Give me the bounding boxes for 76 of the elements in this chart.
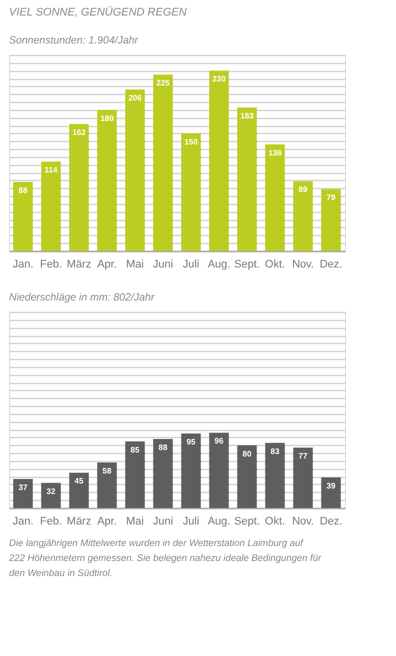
- data-label: 85: [130, 445, 140, 454]
- bar: [13, 478, 33, 508]
- bar: [153, 74, 173, 251]
- x-tick-label: Aug.: [208, 258, 230, 270]
- data-label: 32: [46, 486, 56, 496]
- x-tick-label: Nov.: [292, 516, 314, 528]
- x-tick-label: Jan.: [12, 516, 34, 528]
- x-tick-label: Mai: [126, 516, 144, 528]
- x-tick-label: Juli: [182, 516, 200, 528]
- bar: [321, 189, 341, 251]
- bar: [209, 432, 229, 508]
- bar: [69, 124, 89, 251]
- bar: [153, 439, 173, 508]
- data-label: 162: [72, 128, 86, 137]
- data-label: 225: [156, 78, 170, 88]
- x-tick-label: Okt.: [264, 258, 286, 270]
- x-tick-label: März: [66, 516, 92, 528]
- bar: [265, 144, 285, 251]
- x-tick-label: Apr.: [97, 258, 117, 270]
- data-label: 80: [242, 449, 252, 458]
- bar: [181, 133, 201, 251]
- bar: [181, 434, 201, 508]
- chart-title: VIEL SONNE, GENÜGEND REGEN: [9, 6, 187, 18]
- data-label: 77: [298, 452, 308, 461]
- x-tick-label: Apr.: [97, 516, 117, 528]
- x-tick-label: Sept.: [234, 258, 260, 270]
- bar: [125, 441, 145, 508]
- data-label: 180: [100, 114, 114, 123]
- chart-title: Niederschläge in mm: 802/Jahr: [9, 292, 155, 304]
- data-label: 37: [18, 482, 28, 492]
- bar: [125, 89, 145, 251]
- x-tick-label: Sept.: [234, 516, 260, 528]
- x-tick-label: Juli: [182, 258, 200, 270]
- data-label: 206: [128, 93, 142, 102]
- chart-subtitle: Sonnenstunden: 1.904/Jahr: [9, 34, 139, 46]
- bar: [41, 162, 61, 251]
- x-tick-label: Dez.: [320, 258, 342, 270]
- bar: [293, 448, 313, 508]
- bar: [41, 482, 61, 508]
- bar: [13, 182, 33, 251]
- data-label: 114: [44, 166, 58, 175]
- x-tick-label: Nov.: [292, 258, 314, 270]
- data-label: 183: [240, 112, 254, 121]
- data-label: 58: [102, 466, 112, 476]
- data-label: 79: [326, 193, 336, 202]
- x-tick-label: Dez.: [320, 516, 342, 528]
- bar: [265, 442, 285, 508]
- bar: [209, 70, 229, 251]
- x-tick-label: Okt.: [264, 516, 286, 528]
- data-label: 136: [268, 148, 282, 158]
- x-tick-label: Aug.: [208, 516, 230, 528]
- data-label: 89: [298, 185, 308, 194]
- bar: [69, 472, 89, 508]
- bar: [237, 108, 257, 251]
- bar: [97, 462, 117, 508]
- data-label: 39: [326, 481, 336, 490]
- data-label: 88: [158, 443, 168, 452]
- data-label: 96: [214, 436, 224, 446]
- data-label: 45: [74, 476, 84, 486]
- bar: [321, 477, 341, 508]
- data-label: 83: [270, 446, 280, 456]
- x-tick-label: Feb.: [40, 258, 62, 270]
- bar: [293, 181, 313, 251]
- x-tick-label: Juni: [152, 516, 174, 528]
- data-label: 230: [212, 74, 226, 84]
- bar: [97, 110, 117, 251]
- bar: [237, 445, 257, 508]
- data-label: 88: [18, 186, 28, 196]
- text: Die langjährigen Mittelwerte wurden in der Wetterstation Laimburg auf 222 Höhenmetern gemessen. Sie belegen nahezu ideale Bedingungen für den Weinbau in Südtirol.: [8, 538, 322, 579]
- x-tick-label: Mai: [126, 258, 144, 270]
- x-tick-label: März: [66, 258, 92, 270]
- data-label: 95: [186, 438, 196, 447]
- x-tick-label: Feb.: [40, 516, 62, 528]
- x-tick-label: Jan.: [12, 258, 34, 270]
- x-tick-label: Juni: [152, 258, 174, 270]
- data-label: 150: [184, 137, 198, 146]
